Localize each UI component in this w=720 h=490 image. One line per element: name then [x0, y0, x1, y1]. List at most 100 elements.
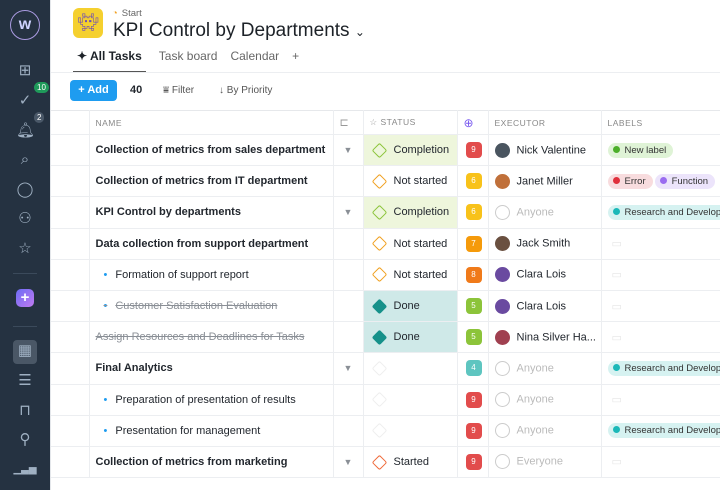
- status-cell[interactable]: Not started: [362, 165, 458, 198]
- executor-cell[interactable]: Clara Lois: [487, 258, 602, 291]
- subtasks-column-icon[interactable]: ⊏: [332, 110, 364, 135]
- task-name[interactable]: Collection of metrics from IT department: [88, 165, 334, 198]
- tab-all-tasks[interactable]: ✦ All Tasks: [73, 47, 146, 73]
- priority-cell[interactable]: 9: [456, 414, 489, 447]
- team-icon[interactable]: ⚲: [19, 431, 31, 448]
- add-label-icon[interactable]: ▭: [611, 300, 622, 313]
- label-chip[interactable]: Function: [654, 173, 716, 189]
- priority-cell[interactable]: 7: [456, 227, 489, 260]
- column-status[interactable]: ☆ STATUS: [362, 110, 458, 135]
- bell-icon[interactable]: 🔔︎: [16, 122, 34, 139]
- executor-cell[interactable]: Jack Smith: [487, 227, 602, 260]
- executor-cell[interactable]: Anyone: [487, 196, 602, 229]
- table-row[interactable]: Formation of support report Not started8C…: [51, 258, 720, 291]
- tasks-icon[interactable]: ✓: [18, 92, 32, 109]
- chat-icon[interactable]: ◯: [16, 181, 34, 198]
- add-label-icon[interactable]: ▭: [611, 456, 622, 469]
- add-label-icon[interactable]: ▭: [611, 394, 622, 407]
- table-row[interactable]: Preparation of presentation of results 9A…: [51, 383, 720, 416]
- labels-cell[interactable]: Research and Development: [600, 196, 720, 229]
- table-row[interactable]: Assign Resources and Deadlines for Tasks…: [51, 321, 720, 354]
- executor-cell[interactable]: Nina Silver Ha...: [487, 321, 602, 354]
- priority-column-icon[interactable]: ⊕: [456, 110, 489, 135]
- executor-cell[interactable]: Clara Lois: [487, 289, 602, 323]
- list-view-icon[interactable]: ☰: [18, 372, 32, 389]
- plus-icon[interactable]: +: [16, 289, 34, 307]
- tab-calendar[interactable]: Calendar: [230, 49, 280, 63]
- table-row[interactable]: KPI Control by departments ▼ Completion 6 An…: [51, 196, 720, 229]
- expand-toggle[interactable]: ▼: [332, 445, 364, 479]
- status-cell[interactable]: [362, 352, 458, 385]
- table-row[interactable]: Collection of metrics from IT department…: [51, 165, 720, 198]
- priority-cell[interactable]: 9: [456, 383, 489, 416]
- labels-cell[interactable]: ▭: [600, 445, 720, 479]
- labels-cell[interactable]: ▭: [600, 227, 720, 260]
- priority-cell[interactable]: 8: [456, 258, 489, 291]
- task-name[interactable]: KPI Control by departments: [88, 196, 334, 229]
- task-name[interactable]: Assign Resources and Deadlines for Tasks: [88, 321, 334, 354]
- expand-toggle[interactable]: [332, 227, 364, 260]
- table-row[interactable]: Customer Satisfaction Evaluation Done5Cla…: [51, 289, 720, 323]
- add-button[interactable]: + Add: [70, 80, 117, 101]
- board-view-icon[interactable]: ⊓: [19, 402, 31, 419]
- status-cell[interactable]: [362, 383, 458, 416]
- label-chip[interactable]: Research and Development: [607, 204, 720, 220]
- star-icon[interactable]: ☆: [18, 240, 32, 257]
- expand-toggle[interactable]: [332, 321, 364, 354]
- sort-button[interactable]: ↓ By Priority: [219, 85, 273, 96]
- search-icon[interactable]: ⌕: [20, 151, 30, 168]
- labels-cell[interactable]: ▭: [600, 383, 720, 416]
- status-cell[interactable]: Started: [362, 445, 458, 479]
- logo[interactable]: w: [10, 10, 40, 40]
- task-name[interactable]: Formation of support report: [88, 258, 334, 291]
- labels-cell[interactable]: New label: [600, 133, 720, 167]
- table-row[interactable]: Final Analytics ▼ 4 Anyone Research and Deve…: [51, 352, 720, 385]
- status-cell[interactable]: Completion: [362, 196, 458, 229]
- executor-cell[interactable]: Janet Miller: [487, 165, 602, 198]
- task-name[interactable]: Customer Satisfaction Evaluation: [88, 289, 334, 323]
- chevron-down-icon[interactable]: ⌄: [354, 25, 365, 39]
- column-name[interactable]: NAME: [88, 110, 334, 135]
- task-name[interactable]: Data collection from support department: [88, 227, 334, 260]
- table-view-icon[interactable]: ▦: [13, 340, 37, 364]
- label-chip[interactable]: Research and Development: [607, 423, 720, 439]
- status-cell[interactable]: [362, 414, 458, 447]
- priority-cell[interactable]: 6: [456, 165, 489, 198]
- table-row[interactable]: Collection of metrics from sales departm…: [51, 133, 720, 167]
- tab-task-board[interactable]: Task board: [158, 49, 218, 63]
- labels-cell[interactable]: ▭: [600, 321, 720, 354]
- priority-cell[interactable]: 5: [456, 289, 489, 323]
- column-executor[interactable]: EXECUTOR: [487, 110, 602, 135]
- task-name[interactable]: Preparation of presentation of results: [88, 383, 334, 416]
- task-name[interactable]: Collection of metrics from marketing: [88, 445, 334, 479]
- label-chip[interactable]: Error: [607, 173, 653, 189]
- executor-cell[interactable]: Everyone: [487, 445, 602, 479]
- executor-cell[interactable]: Anyone: [487, 352, 602, 385]
- reports-icon[interactable]: ▁▃▅: [13, 464, 37, 475]
- expand-toggle[interactable]: ▼: [332, 352, 364, 385]
- expand-toggle[interactable]: ▼: [332, 133, 364, 167]
- status-cell[interactable]: Not started: [362, 258, 458, 291]
- add-label-icon[interactable]: ▭: [611, 331, 622, 344]
- labels-cell[interactable]: Research and Development: [600, 414, 720, 447]
- expand-toggle[interactable]: [332, 383, 364, 416]
- label-chip[interactable]: New label: [607, 142, 674, 158]
- status-cell[interactable]: Completion: [362, 133, 458, 167]
- executor-cell[interactable]: Anyone: [487, 414, 602, 447]
- task-name[interactable]: Collection of metrics from sales departm…: [88, 133, 334, 167]
- status-cell[interactable]: Not started: [362, 227, 458, 260]
- priority-cell[interactable]: 9: [456, 445, 489, 479]
- task-name[interactable]: Presentation for management: [88, 414, 334, 447]
- add-label-icon[interactable]: ▭: [611, 238, 622, 251]
- status-cell[interactable]: Done: [362, 321, 458, 354]
- page-title[interactable]: KPI Control by Departments ⌄: [113, 20, 365, 41]
- add-view-button[interactable]: +: [292, 49, 300, 63]
- expand-toggle[interactable]: [332, 258, 364, 291]
- table-row[interactable]: Collection of metrics from marketing ▼ Sta…: [51, 445, 720, 479]
- priority-cell[interactable]: 6: [456, 196, 489, 229]
- breadcrumb[interactable]: ◔ Start: [112, 8, 142, 19]
- status-cell[interactable]: Done: [362, 289, 458, 323]
- task-name[interactable]: Final Analytics: [88, 352, 334, 385]
- users-icon[interactable]: ⚇: [18, 210, 32, 227]
